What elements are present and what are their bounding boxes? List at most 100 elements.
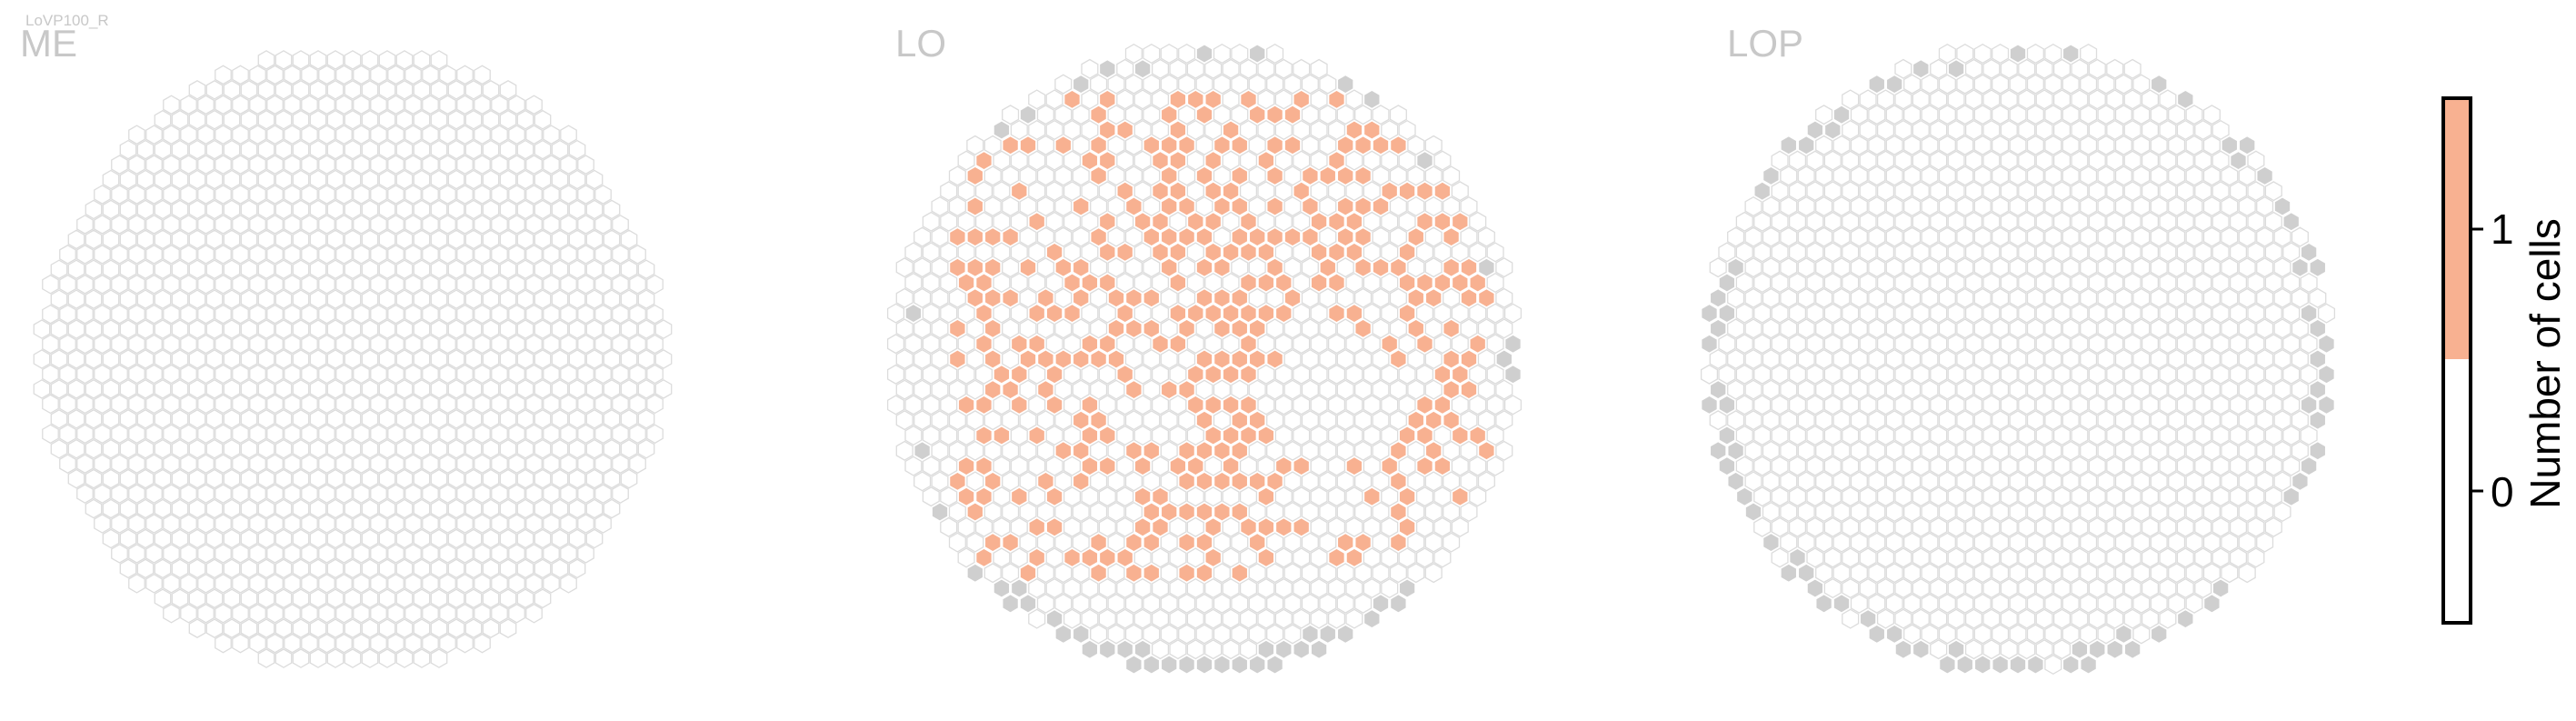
hex-column-empty [2123, 303, 2142, 324]
hex-column-empty [85, 438, 103, 459]
hex-column-empty [292, 199, 310, 220]
hex-column-empty [1709, 348, 1727, 370]
hex-column-empty [464, 558, 483, 579]
hex-column-empty [1151, 639, 1170, 660]
hex-column-outside [1718, 303, 1736, 324]
hex-column-filled [1160, 226, 1178, 247]
hex-column-empty [491, 155, 508, 175]
hex-column-empty [1876, 364, 1895, 385]
hex-column-empty [1823, 425, 1842, 446]
hex-column-empty [2114, 74, 2132, 95]
hex-column-empty [1407, 471, 1425, 492]
hex-column-empty [1178, 287, 1196, 308]
hex-column-empty [292, 618, 310, 638]
hex-column-empty [585, 229, 604, 250]
hex-column-empty [940, 211, 958, 232]
hex-column-empty [1169, 395, 1187, 416]
hex-column-empty [1045, 272, 1063, 294]
hex-column-empty [370, 274, 387, 295]
hex-column-empty [2035, 639, 2053, 660]
hex-column-empty [1956, 410, 1974, 431]
hex-column-empty [1930, 516, 1948, 537]
hex-column-empty [1992, 74, 2010, 95]
hex-column-empty [1894, 211, 1912, 232]
hex-column-empty [2264, 456, 2282, 476]
hex-column-empty [1850, 471, 1868, 492]
hex-column-empty [309, 80, 327, 100]
hex-column-empty [395, 349, 414, 369]
hex-column-empty [404, 215, 422, 235]
hex-column-filled [1239, 425, 1258, 446]
hex-column-empty [2080, 348, 2098, 370]
hex-column-empty [2114, 287, 2132, 308]
hex-column-empty [309, 229, 327, 250]
hex-column-empty [1735, 303, 1753, 324]
hex-column-empty [257, 259, 275, 280]
hex-column-empty [1469, 456, 1487, 476]
hex-column-empty [50, 438, 68, 459]
hex-column-empty [1930, 608, 1948, 629]
hex-column-empty [2212, 364, 2230, 385]
hex-column-empty [361, 498, 379, 519]
hex-column-empty [344, 438, 362, 459]
hex-column-filled [1107, 318, 1125, 339]
hex-column-empty [197, 274, 215, 295]
hex-column-empty [1495, 379, 1513, 400]
hex-column-empty [309, 528, 327, 549]
hex-column-empty [2044, 257, 2062, 278]
hex-column-empty [439, 244, 456, 265]
hex-column-outside [2309, 379, 2327, 400]
hex-column-outside [2282, 486, 2301, 507]
hex-column-empty [2132, 135, 2151, 155]
hex-column-empty [59, 424, 76, 445]
hex-column-empty [1992, 379, 2010, 400]
hex-column-outside [1832, 105, 1851, 125]
hex-column-empty [154, 259, 172, 280]
hex-column-empty [974, 181, 993, 202]
hex-column-filled [1213, 135, 1232, 155]
hex-column-empty [180, 304, 197, 325]
hex-column-empty [464, 528, 483, 549]
hex-column-empty [1477, 471, 1495, 492]
hex-column-empty [404, 603, 422, 624]
hex-column-empty [993, 150, 1011, 171]
hex-column-empty [1788, 425, 1807, 446]
hex-column-empty [163, 274, 180, 295]
hex-column-outside [1072, 624, 1090, 645]
hex-column-empty [2123, 150, 2142, 171]
hex-column-empty [1964, 272, 1983, 294]
hex-column-empty [1319, 593, 1337, 614]
hex-column-empty [914, 318, 932, 339]
hex-column-empty [1735, 211, 1753, 232]
hex-column-empty [2009, 195, 2027, 217]
hex-column-empty [1806, 181, 1824, 202]
hex-column-empty [2132, 440, 2151, 461]
hex-column-empty [1788, 272, 1807, 294]
hex-column-empty [1336, 105, 1354, 125]
hex-column-empty [76, 244, 94, 265]
hex-column-empty [1002, 257, 1020, 278]
hex-column-empty [2000, 181, 2018, 202]
hex-column-empty [1081, 364, 1099, 385]
hex-column-empty [344, 50, 362, 70]
hex-column-empty [2300, 272, 2318, 294]
hex-column-empty [85, 468, 103, 489]
hex-column-empty [1345, 89, 1363, 110]
hex-column-empty [318, 424, 335, 445]
hex-column-filled [1177, 318, 1196, 339]
hex-column-outside [1912, 58, 1930, 79]
hex-column-empty [1823, 334, 1842, 355]
hex-column-filled [1389, 257, 1408, 278]
hex-column-empty [33, 349, 51, 369]
hex-column-empty [85, 229, 103, 250]
hex-column-filled [983, 257, 1002, 278]
hex-column-empty [232, 334, 249, 355]
hex-column-empty [499, 498, 517, 519]
hex-column-empty [456, 274, 474, 295]
hex-column-empty [2202, 563, 2221, 584]
hex-column-empty [326, 229, 344, 250]
hex-column-empty [1063, 425, 1082, 446]
hex-column-empty [2080, 410, 2098, 431]
hex-column-empty [395, 379, 414, 399]
hex-column-empty [1239, 181, 1258, 202]
